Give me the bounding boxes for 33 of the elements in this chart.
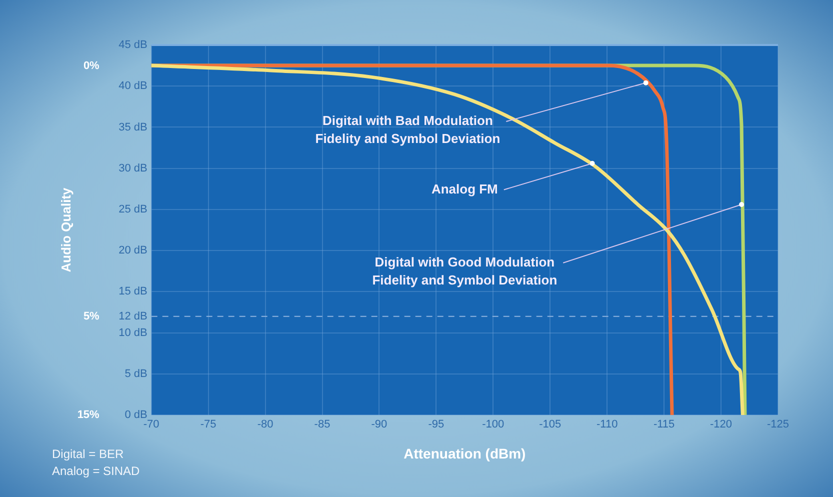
x-tick-label: -120 <box>710 418 732 431</box>
y-tick-label: 15 dB <box>118 286 148 298</box>
x-tick-label: -95 <box>428 418 444 431</box>
x-tick-label: -75 <box>200 418 216 431</box>
x-tick-label: -80 <box>257 418 274 431</box>
x-tick-label: -85 <box>314 418 330 431</box>
y-axis-title: Audio Quality <box>58 186 74 272</box>
y-tick-label: 30 dB <box>118 162 148 174</box>
annotation: Analog FM <box>431 181 498 196</box>
text: Digital = BER <box>52 446 125 463</box>
y-tick-label: 40 dB <box>118 80 148 92</box>
y-tick-label: 20 dB <box>118 244 148 257</box>
y-tick-label: 10 dB <box>118 326 148 339</box>
text: Analog = SINAD <box>52 463 140 480</box>
text: 15% <box>77 409 100 422</box>
text: 5% <box>83 310 100 322</box>
x-tick-label: -100 <box>482 418 504 431</box>
x-tick-label: -90 <box>371 418 388 431</box>
y-tick-label: 12 dB <box>118 310 148 322</box>
y-tick-label: 5 dB <box>124 368 148 380</box>
x-tick-label: -70 <box>143 418 160 431</box>
x-tick-label: -115 <box>653 418 675 431</box>
x-tick-label: -105 <box>539 418 562 431</box>
y-tick-label: 45 dB <box>118 39 148 52</box>
x-tick-label: -110 <box>596 418 618 431</box>
x-axis-title: Attenuation (dBm) <box>404 445 526 462</box>
y-tick-label: 0 dB <box>124 409 148 422</box>
x-tick-label: -125 <box>766 418 790 431</box>
y-tick-label: 25 dB <box>118 203 148 216</box>
annotation: Digital with Good Modulation Fidelity and Symbol Deviation <box>372 254 558 288</box>
y-tick-label: 35 dB <box>118 121 148 134</box>
text: 0% <box>83 60 100 72</box>
annotation: Digital with Bad Modulation Fidelity and Symbol Deviation <box>315 113 500 146</box>
